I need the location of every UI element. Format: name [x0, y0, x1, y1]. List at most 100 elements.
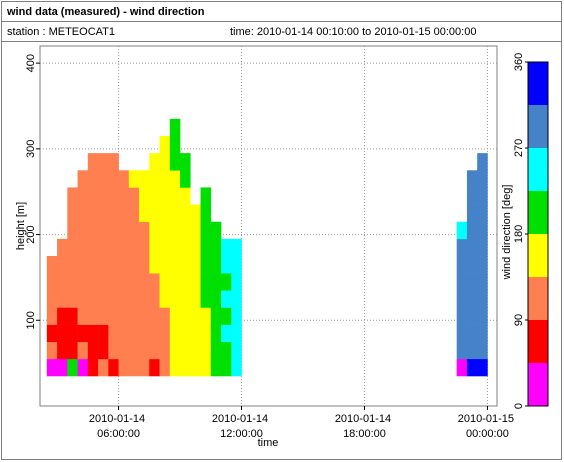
cell: [57, 341, 68, 360]
cell: [87, 187, 99, 205]
cell: [67, 238, 78, 257]
cell: [87, 170, 99, 188]
cell: [466, 358, 478, 377]
cell: [159, 153, 171, 171]
cell: [221, 324, 232, 343]
cell: [456, 324, 468, 343]
cell: [180, 187, 191, 205]
cell: [466, 221, 478, 240]
cell: [200, 324, 212, 343]
colorbar-band: [528, 191, 548, 234]
cell: [108, 307, 119, 325]
cell: [200, 290, 212, 308]
cell: [159, 273, 171, 291]
cell: [180, 273, 191, 291]
cell: [139, 290, 150, 308]
cell: [57, 273, 68, 291]
cell: [200, 358, 212, 377]
cell: [139, 358, 150, 377]
cell: [149, 341, 160, 360]
cell: [180, 290, 191, 308]
cell: [108, 324, 119, 343]
cell: [149, 187, 160, 205]
cell: [210, 256, 222, 274]
cell: [87, 290, 99, 308]
cell: [67, 324, 78, 343]
cell: [221, 273, 232, 291]
cell: [139, 307, 150, 325]
cell: [77, 187, 89, 205]
cell: [98, 273, 109, 291]
cell: [46, 307, 58, 325]
cell: [118, 307, 130, 325]
cell: [159, 307, 171, 325]
cell: [98, 307, 109, 325]
cell: [180, 256, 191, 274]
cell: [77, 358, 89, 377]
cell: [200, 187, 212, 205]
cell: [128, 256, 140, 274]
cell: [169, 341, 181, 360]
cell: [67, 273, 78, 291]
cell: [98, 290, 109, 308]
colorbar-tick-label: 90: [513, 314, 525, 326]
cell: [46, 358, 58, 377]
cell: [118, 256, 130, 274]
cell: [98, 153, 109, 171]
cell: [159, 136, 171, 154]
cell: [456, 273, 468, 291]
y-tick-label: 400: [25, 54, 37, 72]
cell: [87, 221, 99, 240]
x-tick-time: 00:00:00: [466, 428, 509, 440]
cell: [77, 221, 89, 240]
cell: [139, 221, 150, 240]
cell: [87, 273, 99, 291]
cell: [118, 290, 130, 308]
cell: [200, 204, 212, 223]
cell: [159, 341, 171, 360]
cell: [190, 256, 201, 274]
cell: [190, 290, 201, 308]
cell: [456, 221, 468, 240]
cell: [169, 187, 181, 205]
cell: [221, 256, 232, 274]
cell: [159, 221, 171, 240]
cell: [139, 256, 150, 274]
x-tick-label: 2010-01-15 00:00:00: [458, 413, 517, 440]
cell: [108, 256, 119, 274]
cell: [477, 273, 488, 291]
cell: [169, 238, 181, 257]
cell: [98, 204, 109, 223]
cell: [77, 341, 89, 360]
cell: [118, 170, 130, 188]
cell: [456, 290, 468, 308]
x-tick-date: 2010-01-14: [89, 413, 148, 425]
cell: [190, 238, 201, 257]
cell: [190, 204, 201, 223]
cell: [159, 204, 171, 223]
cell: [139, 341, 150, 360]
cell: [210, 221, 222, 240]
colorbar-tick-label: 0: [513, 403, 525, 409]
cell: [139, 238, 150, 257]
cell: [477, 204, 488, 223]
cell: [466, 324, 478, 343]
cell: [118, 324, 130, 343]
colorbar-tick-label: 270: [513, 139, 525, 157]
cell: [466, 170, 478, 188]
colorbar-label: wind direction [deg]: [501, 185, 513, 281]
cell: [169, 256, 181, 274]
cell: [108, 153, 119, 171]
cell: [466, 256, 478, 274]
chart-title: wind data (measured) - wind direction: [6, 6, 205, 18]
cell: [46, 341, 58, 360]
cell: [77, 170, 89, 188]
cell: [231, 256, 242, 274]
cell: [128, 290, 140, 308]
x-tick-label: 2010-01-14 06:00:00: [89, 413, 148, 440]
cell: [46, 273, 58, 291]
cell: [128, 307, 140, 325]
cell: [108, 170, 119, 188]
cell: [98, 187, 109, 205]
cell: [477, 307, 488, 325]
